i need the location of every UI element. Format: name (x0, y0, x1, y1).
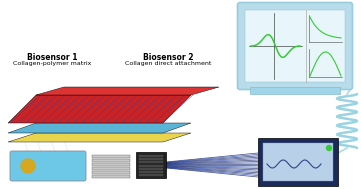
Circle shape (26, 164, 30, 168)
Text: Collagen direct attachment: Collagen direct attachment (125, 61, 211, 67)
Bar (139, 174, 163, 176)
Bar (139, 161, 163, 163)
FancyBboxPatch shape (238, 2, 352, 90)
Polygon shape (8, 123, 191, 133)
Circle shape (326, 146, 331, 150)
Polygon shape (36, 87, 219, 95)
Bar (139, 168, 163, 170)
Bar (136, 152, 166, 178)
Text: Biosensor 2: Biosensor 2 (143, 53, 193, 61)
Bar (92, 159, 130, 162)
Bar (92, 175, 130, 178)
Bar (139, 155, 163, 157)
Bar (263, 143, 333, 181)
Circle shape (24, 162, 32, 170)
Bar (92, 155, 130, 158)
Bar (258, 138, 338, 186)
Text: Biosensor 1: Biosensor 1 (27, 53, 77, 61)
Bar (245, 10, 345, 82)
FancyBboxPatch shape (10, 151, 86, 181)
Bar (92, 167, 130, 170)
Bar (92, 171, 130, 174)
Circle shape (21, 159, 35, 173)
Bar (139, 171, 163, 173)
Polygon shape (8, 95, 191, 123)
Bar (139, 165, 163, 167)
Bar (139, 158, 163, 160)
Polygon shape (8, 133, 191, 142)
Text: Collagen-polymer matrix: Collagen-polymer matrix (13, 61, 91, 67)
Bar (92, 163, 130, 166)
Bar (250, 87, 340, 94)
